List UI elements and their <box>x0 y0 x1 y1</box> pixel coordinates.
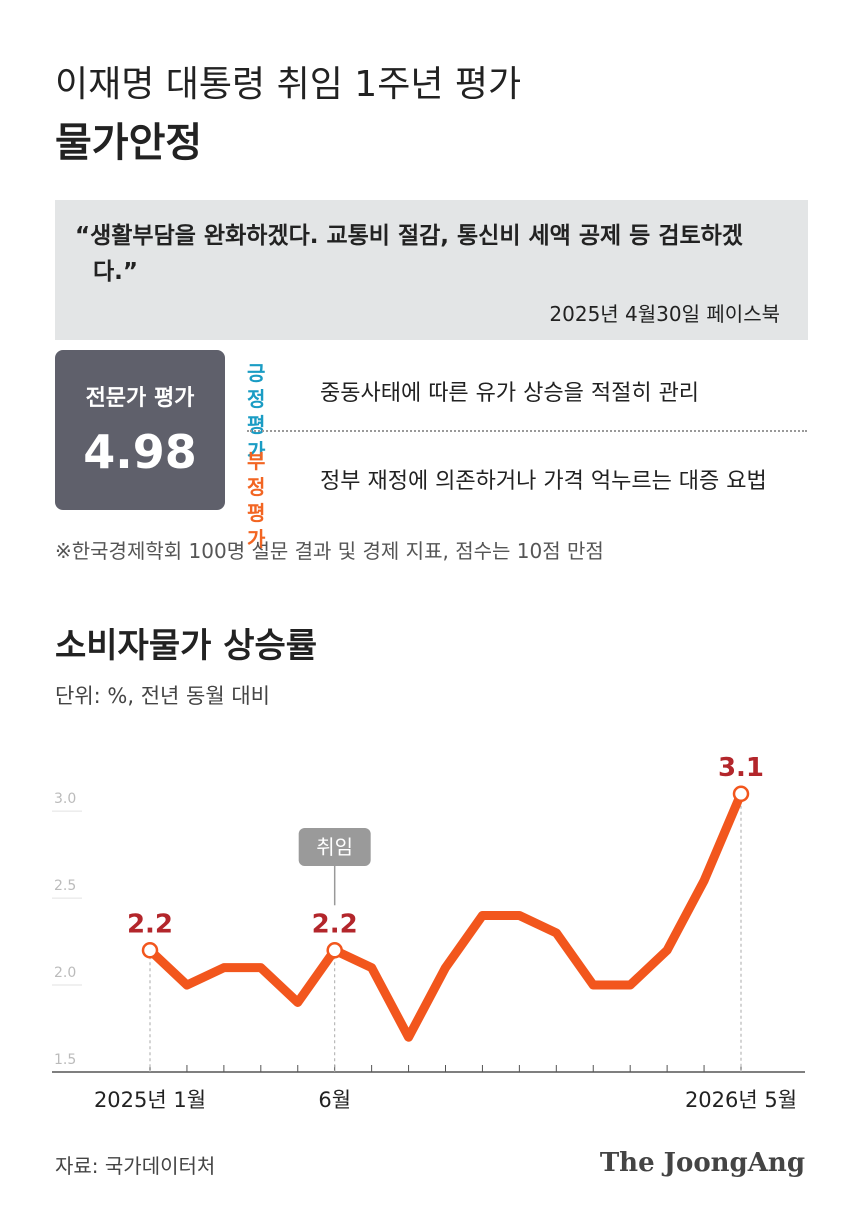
score-label: 전문가 평가 <box>85 386 195 411</box>
data-label: 3.1 <box>718 753 764 783</box>
annotation: 취임 <box>316 835 353 859</box>
subtitle: 물가안정 <box>55 120 203 166</box>
quote-source: 2025년 4월30일 페이스북 <box>549 302 780 326</box>
y-tick-label: 2.0 <box>54 965 76 981</box>
quote-box <box>55 200 808 340</box>
logo: The JoongAng <box>599 1148 805 1178</box>
point <box>326 942 343 959</box>
x-tick-label: 6월 <box>318 1088 351 1112</box>
chart-title: 소비자물가 상승률 <box>55 626 318 666</box>
score-box <box>55 350 225 510</box>
data-label: 2.2 <box>312 909 358 939</box>
negative-label: 부정 평가 <box>247 449 266 551</box>
y-tick-label: 2.5 <box>54 878 76 894</box>
divider <box>247 430 807 432</box>
title: 이재명 대통령 취임 1주년 평가 <box>55 64 522 105</box>
y-tick-label: 1.5 <box>54 1052 76 1068</box>
point <box>141 942 159 959</box>
positive-label: 긍정 평가 <box>247 361 266 463</box>
point <box>732 785 750 803</box>
line <box>146 792 746 1042</box>
y-tick-label: 3.0 <box>54 791 76 807</box>
negative-text: 정부 재정에 의존하거나 가격 억누르는 대증 요법 <box>320 469 767 494</box>
score: 4.98 <box>83 425 197 479</box>
x-tick-label: 2026년 5월 <box>685 1088 797 1112</box>
chart-unit: 단위: %, 전년 동월 대비 <box>55 684 270 708</box>
source: 자료: 국가데이터처 <box>55 1154 216 1178</box>
quote-text: “생활부담을 완화하겠다. 교통비 절감, 통신비 세액 공제 등 검토하겠다.… <box>75 223 743 285</box>
x-tick-label: 2025년 1월 <box>94 1088 206 1112</box>
positive-text: 중동사태에 따른 유가 상승을 적절히 관리 <box>320 381 700 406</box>
data-label: 2.2 <box>127 909 173 939</box>
annotation-box <box>298 828 371 866</box>
note: ※한국경제학회 100명 설문 결과 및 경제 지표, 점수는 10점 만점 <box>55 539 604 563</box>
